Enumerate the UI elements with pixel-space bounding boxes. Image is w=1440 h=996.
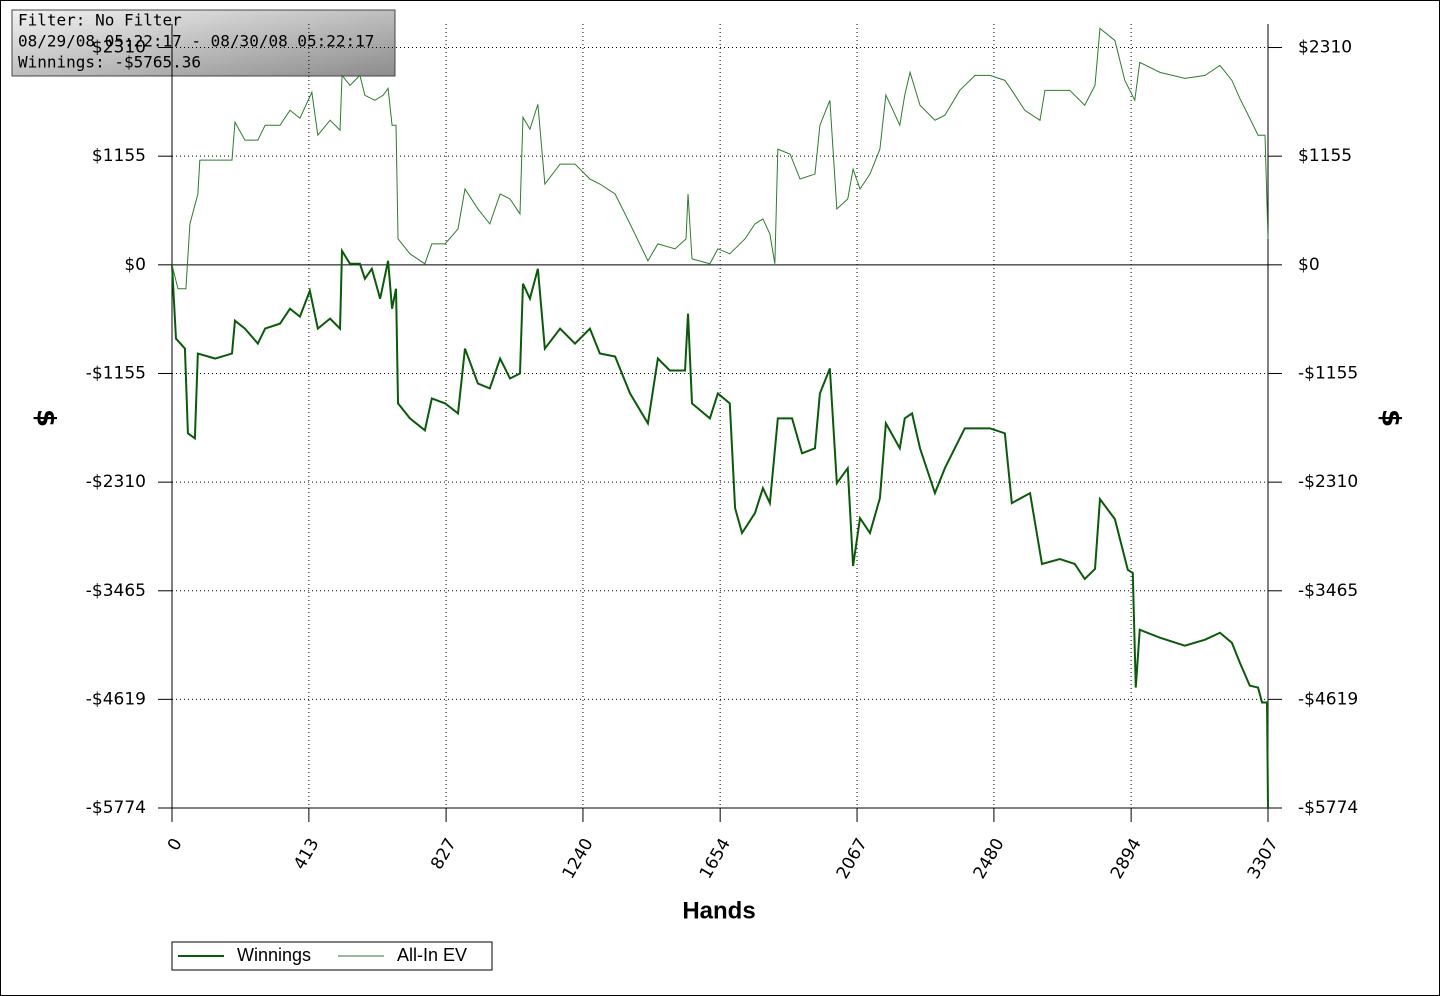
y-tick-label: -$5774 xyxy=(86,798,146,818)
y-tick-label: -$3465 xyxy=(1298,581,1358,601)
y-tick-label: $1155 xyxy=(92,146,146,166)
legend-label: All-In EV xyxy=(397,945,467,965)
y-tick-label: $0 xyxy=(1298,255,1320,275)
legend-label: Winnings xyxy=(237,945,311,965)
y-tick-label: $2310 xyxy=(1298,38,1352,58)
y-tick-label: -$1155 xyxy=(1298,363,1358,383)
info-line: Winnings: -$5765.36 xyxy=(18,53,201,72)
series-line xyxy=(171,247,1269,808)
y-tick-label: -$2310 xyxy=(1298,472,1358,492)
y-tick-label: $2310 xyxy=(92,38,146,58)
info-box xyxy=(11,9,396,77)
y-axis-label: $ xyxy=(1376,409,1406,427)
info-line: 08/29/08 05:22:17 - 08/30/08 05:22:17 xyxy=(18,32,374,51)
y-tick-label: -$1155 xyxy=(86,363,146,383)
y-tick-label: -$3465 xyxy=(86,581,146,601)
y-tick-label: -$4619 xyxy=(86,689,146,709)
y-tick-label: $1155 xyxy=(1298,146,1352,166)
info-line: Filter: No Filter xyxy=(18,11,182,30)
y-axis-label: $ xyxy=(31,409,61,427)
series-line xyxy=(171,27,1269,290)
legend xyxy=(171,941,493,971)
x-axis-label: Hands xyxy=(682,897,755,924)
y-tick-label: -$2310 xyxy=(86,472,146,492)
y-tick-label: -$4619 xyxy=(1298,689,1358,709)
y-tick-label: $0 xyxy=(124,255,146,275)
y-tick-label: -$5774 xyxy=(1298,798,1358,818)
